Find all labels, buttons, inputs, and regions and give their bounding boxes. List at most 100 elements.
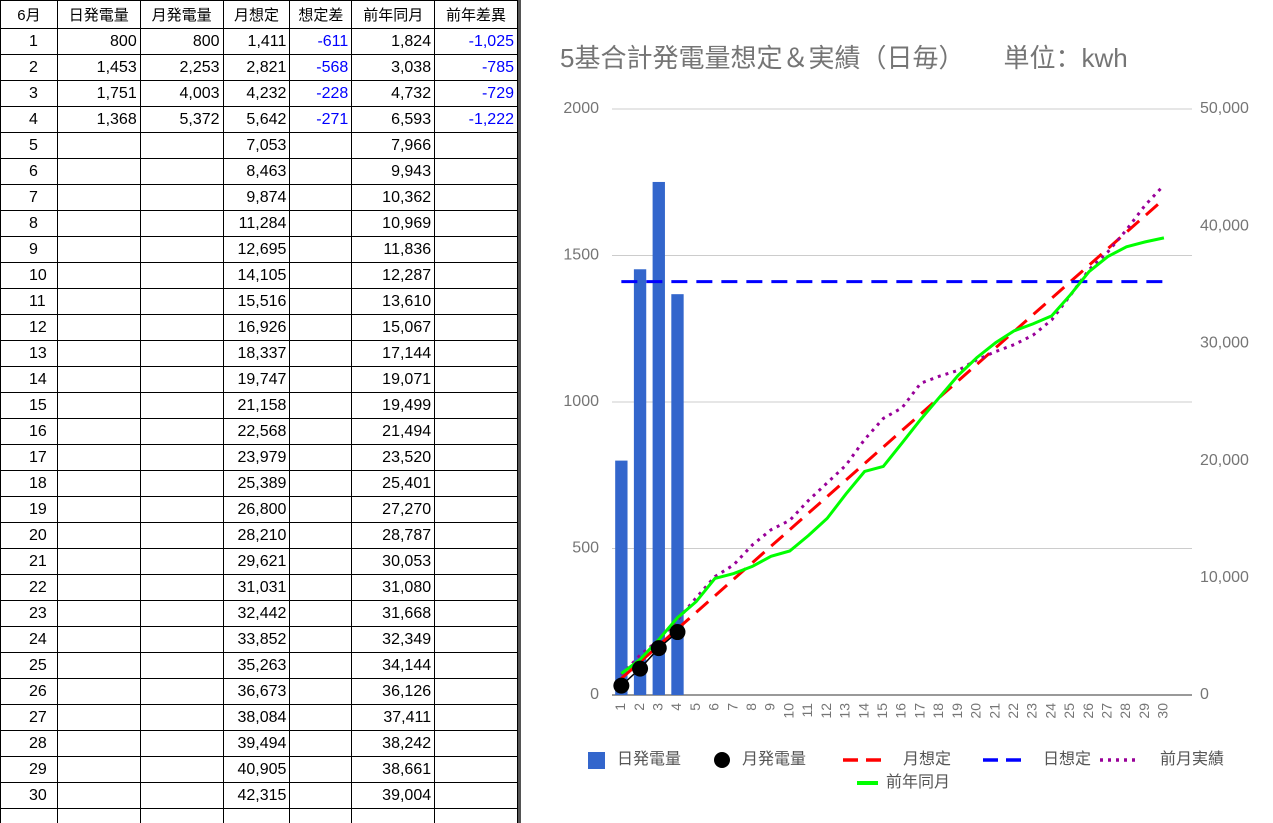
table-cell (289, 808, 353, 823)
line-series (620, 236, 1165, 675)
table-cell: 27 (0, 704, 58, 731)
table-cell: 11 (0, 288, 58, 315)
table-row: 1 800 800 1,411 -611 1,824 -1,025 (0, 28, 518, 55)
table-cell: 19,071 (351, 366, 436, 393)
table-cell (289, 626, 353, 653)
table-cell (56, 730, 141, 757)
data-table: 6月 日発電量 月発電量 月想定 想定差 前年同月 前年差異 1 800 800 1,411 -61… (0, 0, 518, 823)
table-cell: 10,969 (351, 210, 436, 237)
table-cell (222, 808, 291, 823)
table-cell (139, 418, 224, 445)
table-cell: 19,499 (351, 392, 436, 419)
table-cell: 4,232 (222, 80, 291, 107)
table-row: 9 12,695 11,836 (0, 236, 518, 263)
table-cell: 4,732 (351, 80, 436, 107)
table-cell: 16 (0, 418, 58, 445)
table-cell (56, 262, 141, 289)
table-cell: 12,287 (351, 262, 436, 289)
table-cell (56, 704, 141, 731)
x-tick-label: 1 (612, 703, 628, 711)
y-tick-label: 1500 (563, 247, 599, 264)
legend-label: 日発電量 (617, 750, 681, 768)
table-cell (434, 626, 518, 653)
table-row: 2 1,453 2,253 2,821 -568 3,038 -785 (0, 54, 518, 81)
x-tick-label: 7 (724, 703, 740, 711)
table-cell (434, 366, 518, 393)
column-header: 月発電量 (139, 0, 224, 29)
table-cell (434, 132, 518, 159)
table-cell (434, 340, 518, 367)
table-cell (289, 210, 353, 237)
table-cell: -568 (289, 54, 353, 81)
table-cell: 21,158 (222, 392, 291, 419)
x-tick-label: 10 (780, 703, 796, 719)
table-cell (289, 366, 353, 393)
table-row: 15 21,158 19,499 (0, 392, 518, 419)
x-tick-label: 11 (799, 703, 815, 718)
table-cell: 39,004 (351, 782, 436, 809)
table-cell (56, 366, 141, 393)
y2-tick-label: 30,000 (1200, 335, 1249, 352)
table-cell (56, 158, 141, 185)
table-row: 20 28,210 28,787 (0, 522, 518, 549)
x-tick-label: 9 (762, 703, 778, 711)
table-cell: 32,349 (351, 626, 436, 653)
table-cell (139, 132, 224, 159)
bar (615, 460, 628, 695)
table-cell (434, 158, 518, 185)
column-header: 想定差 (289, 0, 353, 29)
table-cell (139, 444, 224, 471)
table-cell: 9,943 (351, 158, 436, 185)
table-cell (434, 522, 518, 549)
sheet: 6月 日発電量 月発電量 月想定 想定差 前年同月 前年差異 1 800 800 1,411 -61… (0, 0, 521, 823)
table-cell: 1,368 (56, 106, 141, 133)
table-cell (289, 522, 353, 549)
table-cell (434, 730, 518, 757)
table-cell (289, 314, 353, 341)
x-tick-label: 24 (1042, 703, 1058, 719)
table-cell (289, 730, 353, 757)
table-cell: 14,105 (222, 262, 291, 289)
table-row: 26 36,673 36,126 (0, 678, 518, 705)
table-cell: 21,494 (351, 418, 436, 445)
table-cell (56, 418, 141, 445)
x-tick-label: 23 (1024, 703, 1040, 719)
table-cell (289, 470, 353, 497)
x-tick-label: 3 (649, 703, 665, 711)
chart-title: 5基合計発電量想定＆実績（日毎） 単位：kwh (560, 43, 1128, 73)
table-cell: 28 (0, 730, 58, 757)
chart: 5基合計発電量想定＆実績（日毎） 単位：kwh 0 500 1000 1500 2000… (521, 0, 1273, 823)
table-cell: 1,453 (56, 54, 141, 81)
table-cell (139, 756, 224, 783)
table-row: 17 23,979 23,520 (0, 444, 518, 471)
table-cell: 35,263 (222, 652, 291, 679)
table-cell: 31,668 (351, 600, 436, 627)
x-tick-label: 4 (668, 703, 684, 711)
x-tick-label: 5 (687, 703, 703, 711)
bar (671, 294, 684, 695)
legend-label: 日想定 (1043, 750, 1091, 768)
table-cell (56, 522, 141, 549)
table-cell: 11,284 (222, 210, 291, 237)
table-cell (289, 704, 353, 731)
table-cell (56, 392, 141, 419)
table-cell (139, 782, 224, 809)
table-cell: 26 (0, 678, 58, 705)
x-tick-label: 27 (1099, 703, 1115, 719)
x-tick-label: 12 (818, 703, 834, 719)
table-cell (56, 678, 141, 705)
line-series (620, 197, 1165, 680)
table-cell: 5 (0, 132, 58, 159)
table-cell (139, 236, 224, 263)
table-cell: 4,003 (139, 80, 224, 107)
table-cell (434, 236, 518, 263)
table-cell (139, 522, 224, 549)
table-cell: 28,210 (222, 522, 291, 549)
table-cell (56, 652, 141, 679)
table-cell (289, 392, 353, 419)
table-cell: 29,621 (222, 548, 291, 575)
table-cell: 42,315 (222, 782, 291, 809)
table-cell (289, 652, 353, 679)
table-cell (289, 184, 353, 211)
table-cell: 5,372 (139, 106, 224, 133)
